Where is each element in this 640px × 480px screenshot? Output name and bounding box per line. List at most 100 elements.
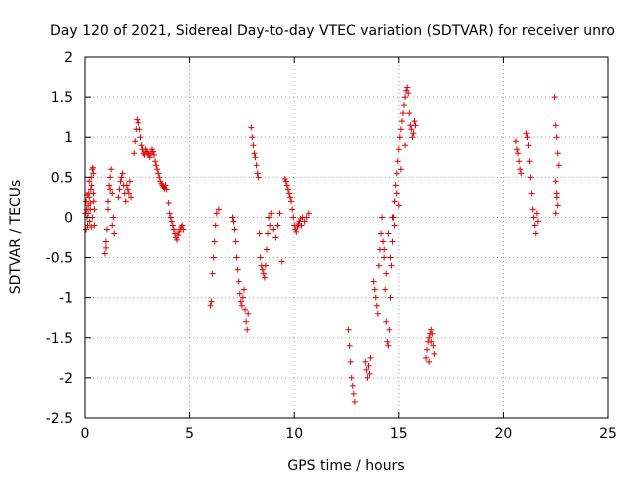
data-point: [119, 170, 126, 177]
data-point: [396, 134, 403, 141]
data-point: [371, 286, 378, 293]
data-point: [254, 170, 261, 177]
data-point: [395, 146, 402, 153]
data-point: [385, 230, 392, 237]
data-point: [397, 126, 404, 133]
data-point: [531, 222, 538, 229]
y-tick-label: -2: [59, 371, 73, 387]
data-point: [257, 254, 264, 261]
data-point: [128, 194, 135, 201]
data-point: [375, 262, 382, 269]
data-point: [351, 398, 358, 405]
data-point: [398, 118, 405, 125]
data-point: [260, 270, 267, 277]
data-point: [410, 130, 417, 137]
data-point: [554, 150, 561, 157]
data-point: [379, 214, 386, 221]
data-point: [207, 302, 214, 309]
data-point: [211, 238, 218, 245]
data-point: [215, 206, 222, 213]
data-point: [386, 326, 393, 333]
data-point: [245, 310, 252, 317]
data-point: [382, 286, 389, 293]
data-point: [234, 266, 241, 273]
data-point: [407, 122, 414, 129]
data-point: [391, 222, 398, 229]
data-point: [270, 226, 277, 233]
data-point: [107, 174, 114, 181]
data-point: [428, 338, 435, 345]
data-point: [365, 362, 372, 369]
data-point: [125, 190, 132, 197]
data-point: [529, 206, 536, 213]
data-point: [156, 174, 163, 181]
data-point: [233, 254, 240, 261]
data-point: [165, 200, 172, 207]
data-point: [151, 151, 158, 158]
data-point: [179, 222, 186, 229]
data-point: [533, 210, 540, 217]
data-point: [115, 194, 122, 201]
data-point: [430, 342, 437, 349]
data-point: [293, 228, 300, 235]
data-point: [287, 194, 294, 201]
x-tick-label: 25: [599, 426, 617, 442]
data-point: [370, 278, 377, 285]
data-point: [84, 222, 91, 229]
data-point: [389, 214, 396, 221]
data-point: [411, 118, 418, 125]
data-point: [231, 226, 238, 233]
data-point: [384, 338, 391, 345]
data-point: [345, 326, 352, 333]
data-point: [171, 230, 178, 237]
data-point: [123, 182, 130, 189]
data-point: [149, 148, 156, 155]
data-point: [152, 158, 159, 165]
data-point: [372, 294, 379, 301]
x-tick-label: 0: [81, 426, 90, 442]
data-point: [213, 210, 220, 217]
data-point: [399, 110, 406, 117]
data-point: [153, 162, 160, 169]
data-point: [102, 238, 109, 245]
data-point: [402, 142, 409, 149]
data-point: [383, 318, 390, 325]
data-point: [426, 358, 433, 365]
data-point: [406, 110, 413, 117]
data-point: [239, 294, 246, 301]
data-point: [395, 202, 402, 209]
data-point: [240, 286, 247, 293]
data-point: [412, 122, 419, 129]
data-point: [552, 210, 559, 217]
data-point: [212, 222, 219, 229]
data-point: [166, 210, 173, 217]
data-point: [169, 222, 176, 229]
data-point: [366, 370, 373, 377]
data-point: [298, 222, 305, 229]
data-point: [367, 354, 374, 361]
data-point: [389, 238, 396, 245]
data-point: [105, 206, 112, 213]
data-point: [262, 262, 269, 269]
data-point: [388, 262, 395, 269]
data-point: [532, 230, 539, 237]
data-point: [122, 198, 129, 205]
data-point: [111, 230, 118, 237]
x-tick-label: 10: [285, 426, 303, 442]
data-point: [294, 224, 301, 231]
data-point: [168, 218, 175, 225]
data-point: [102, 244, 109, 251]
data-point: [523, 130, 530, 137]
data-point: [381, 254, 388, 261]
data-point: [534, 218, 541, 225]
data-point: [364, 374, 371, 381]
data-point: [391, 198, 398, 205]
data-point: [404, 84, 411, 91]
data-point: [274, 222, 281, 229]
data-point: [428, 326, 435, 333]
data-point: [109, 190, 116, 197]
data-point: [252, 154, 259, 161]
data-point: [259, 266, 266, 273]
data-point: [137, 134, 144, 141]
data-point: [251, 150, 258, 157]
